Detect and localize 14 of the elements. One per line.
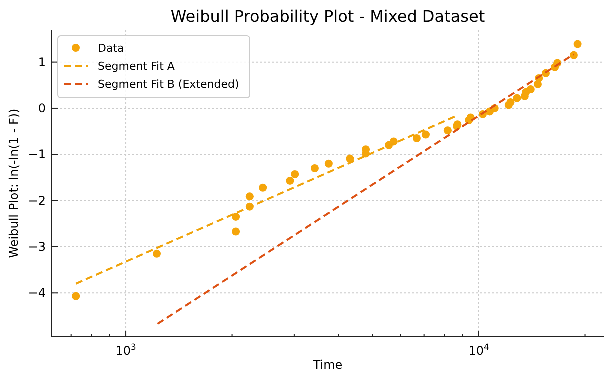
legend-label: Segment Fit A: [98, 60, 176, 73]
chart-title: Weibull Probability Plot - Mixed Dataset: [170, 7, 486, 26]
x-axis-title: Time: [312, 358, 343, 372]
legend-label: Data: [98, 42, 124, 55]
y-tick-label: 1: [38, 55, 46, 70]
x-tick-label: 10$^{3}$: [116, 342, 136, 358]
x-tick-label: 10$^{4}$: [468, 342, 490, 358]
y-tick-label: −2: [28, 194, 46, 208]
y-tick-label: −4: [28, 286, 46, 300]
y-tick-label: 0: [38, 101, 46, 116]
legend-label: Segment Fit B (Extended): [98, 78, 240, 91]
y-tick-label: −1: [28, 148, 46, 162]
y-tick-label: −3: [28, 240, 46, 254]
y-axis-title: Weibull Plot: ln(-ln(1 - F)): [7, 108, 21, 258]
